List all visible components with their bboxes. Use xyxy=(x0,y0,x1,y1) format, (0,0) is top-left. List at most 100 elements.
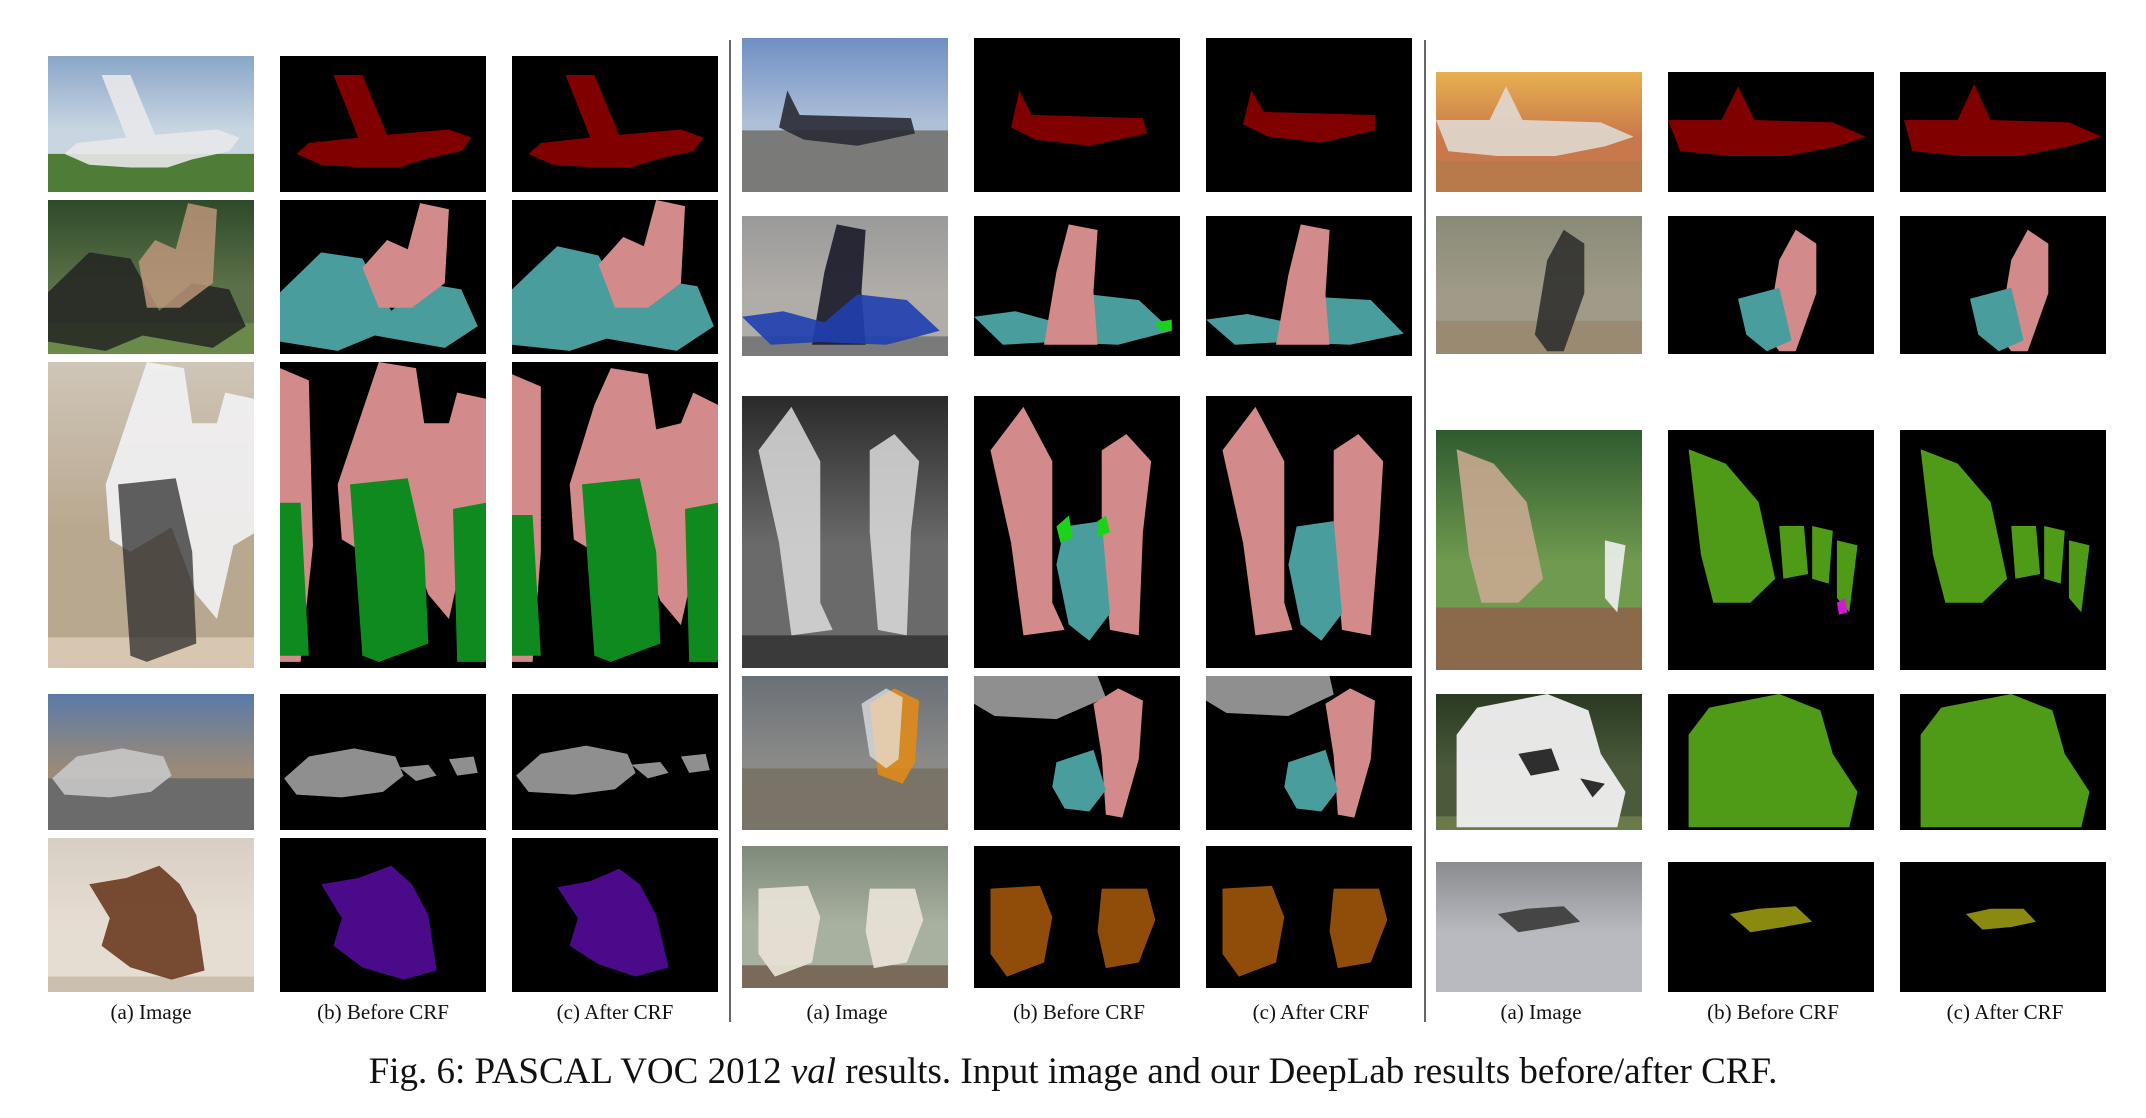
label-image-g2: (a) Image xyxy=(806,1000,888,1024)
mask-after-crf-graphic xyxy=(1206,396,1412,668)
mask-before-crf-graphic xyxy=(974,396,1180,668)
mask-region-person xyxy=(598,200,686,308)
mask-region-aeroplane xyxy=(1011,90,1148,146)
photo-graphic xyxy=(48,200,254,354)
mask-after-crf-graphic xyxy=(512,362,718,668)
mask-after-crf-cyclists-racing xyxy=(512,362,718,668)
mask-before-crf-graphic xyxy=(1668,430,1874,670)
photo-subject xyxy=(779,90,916,146)
photo-military-jet-runway xyxy=(742,38,948,192)
caption-emphasis: val xyxy=(790,1051,837,1092)
photo-subject xyxy=(138,203,217,308)
mask-before-crf-graphic xyxy=(280,694,486,830)
mask-region-motorbike xyxy=(1970,287,2024,352)
mask-region-person xyxy=(990,406,1152,636)
photo-monk-scooter-car xyxy=(742,676,948,830)
caption-prefix: Fig. 6: PASCAL VOC 2012 xyxy=(368,1051,791,1092)
photo-subject xyxy=(861,688,903,769)
photo-subject xyxy=(89,865,205,980)
mask-before-crf-graphic xyxy=(280,56,486,192)
mask-before-crf-puppies-on-blanket xyxy=(280,838,486,992)
mask-after-crf-cow-closeup xyxy=(1900,694,2106,830)
mask-after-crf-puppies-on-blanket xyxy=(512,838,718,992)
mask-region-aeroplane xyxy=(528,75,704,168)
mask-after-crf-graphic xyxy=(1900,72,2106,192)
mask-before-crf-graphic xyxy=(1668,694,1874,830)
mask-after-crf-graphic xyxy=(1206,846,1412,988)
mask-region-aeroplane xyxy=(1243,90,1375,143)
mask-before-crf-graphic xyxy=(1668,72,1874,192)
mask-after-crf-graphic xyxy=(1900,216,2106,354)
photo-puppies-on-blanket xyxy=(48,838,254,992)
mask-before-crf-graphic xyxy=(1668,216,1874,354)
photo-subject xyxy=(742,294,940,345)
mask-after-crf-rider-on-motorbike xyxy=(1206,216,1412,356)
photo-graphic xyxy=(1436,694,1642,830)
mask-before-crf-graphic xyxy=(974,676,1180,830)
label-after-crf-g2: (c) After CRF xyxy=(1252,1000,1370,1024)
photo-ground xyxy=(742,768,948,830)
mask-after-crf-jet-at-sunset xyxy=(1900,72,2106,192)
mask-after-crf-two-sheep xyxy=(1206,846,1412,988)
mask-before-crf-airliner-takeoff xyxy=(280,56,486,192)
photo-subject xyxy=(52,748,172,798)
photo-vintage-couple-motorbike xyxy=(742,396,948,668)
mask-region-cow xyxy=(1920,449,2090,613)
mask-before-crf-graphic xyxy=(280,362,486,668)
mask-after-crf-cattle-herd xyxy=(1900,430,2106,670)
photo-subject xyxy=(758,406,920,636)
mask-region-cow xyxy=(1688,694,1858,828)
photo-subject xyxy=(1497,906,1581,933)
mask-after-crf-family-on-trike xyxy=(512,200,718,354)
label-after-crf-g3: (c) After CRF xyxy=(1946,1000,2064,1024)
photo-graphic xyxy=(742,396,948,668)
photo-graphic xyxy=(742,676,948,830)
mask-after-crf-vintage-couple-motorbike xyxy=(1206,396,1412,668)
mask-after-crf-bird-over-water xyxy=(1900,862,2106,992)
label-after-crf-g1: (c) After CRF xyxy=(556,1000,674,1024)
label-image-g3: (a) Image xyxy=(1500,1000,1582,1024)
mask-region-motorbike xyxy=(1284,749,1338,812)
mask-after-crf-military-jet-runway xyxy=(1206,38,1412,192)
mask-before-crf-graphic xyxy=(280,838,486,992)
mask-after-crf-graphic xyxy=(1900,862,2106,992)
photo-subject xyxy=(118,478,197,662)
mask-after-crf-graphic xyxy=(512,838,718,992)
caption-suffix: results. Input image and our DeepLab res… xyxy=(836,1051,1778,1092)
mask-region-motorbike xyxy=(1052,749,1106,812)
mask-region-car xyxy=(974,676,1106,720)
mask-before-crf-monk-scooter-car xyxy=(974,676,1180,830)
photo-graphic xyxy=(742,216,948,356)
photo-subject xyxy=(758,885,924,977)
group-divider-left xyxy=(729,40,731,1022)
photo-cow-closeup xyxy=(1436,694,1642,830)
mask-region-bird xyxy=(1729,906,1813,933)
mask-region-bicycle xyxy=(512,478,718,662)
figure-caption: Fig. 6: PASCAL VOC 2012 val results. Inp… xyxy=(0,1050,2146,1093)
mask-region-spurious xyxy=(1836,598,1848,615)
mask-region-car xyxy=(284,748,478,798)
mask-before-crf-dirt-bike-rider xyxy=(1668,216,1874,354)
mask-after-crf-graphic xyxy=(1900,430,2106,670)
photo-subject xyxy=(1436,86,1634,156)
photo-graphic xyxy=(48,694,254,830)
photo-graphic xyxy=(742,846,948,988)
mask-region-motorbike xyxy=(1056,521,1110,641)
mask-region-person xyxy=(1093,688,1143,818)
photo-ground xyxy=(742,965,948,988)
label-image-g1: (a) Image xyxy=(110,1000,192,1024)
mask-after-crf-graphic xyxy=(1206,38,1412,192)
mask-before-crf-rider-on-motorbike xyxy=(974,216,1180,356)
mask-region-car xyxy=(1206,676,1334,717)
mask-region-person xyxy=(362,203,449,308)
mask-region-aeroplane xyxy=(1668,86,1866,156)
mask-region-motorbike xyxy=(1288,521,1342,641)
mask-region-bird xyxy=(1965,908,2036,930)
mask-after-crf-street-traffic xyxy=(512,694,718,830)
mask-before-crf-graphic xyxy=(974,846,1180,988)
mask-region-sheep xyxy=(1222,885,1388,977)
mask-region-motorbike xyxy=(1738,287,1792,352)
mask-background xyxy=(974,38,1180,192)
photo-graphic xyxy=(1436,216,1642,354)
photo-two-sheep xyxy=(742,846,948,988)
